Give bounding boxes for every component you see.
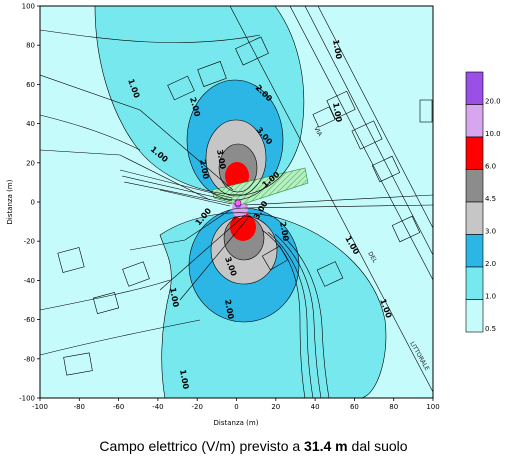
caption-prefix: Campo elettrico (V/m) previsto a <box>99 438 305 454</box>
y-axis-title: Distanza (m) <box>6 179 14 224</box>
x-tick-label: 100 <box>426 403 439 411</box>
contour-label: 2.00 <box>278 221 290 242</box>
building-outlines <box>57 36 433 376</box>
legend-label: 0.5 <box>485 325 496 333</box>
legend-swatch <box>465 104 484 138</box>
legend-label: 6.0 <box>485 163 496 171</box>
legend-label: 10.0 <box>485 130 501 138</box>
y-tick-label: -40 <box>24 277 35 285</box>
contour-label: 1.00 <box>168 287 180 308</box>
y-tick-label: -80 <box>24 355 35 363</box>
iso-lines <box>94 6 387 398</box>
antenna-source-marker <box>234 199 242 207</box>
legend-label: 1.0 <box>485 293 496 301</box>
figure-caption: Campo elettrico (V/m) previsto a 31.4 m … <box>0 438 507 454</box>
contour-label: 1.00 <box>331 39 343 60</box>
legend-swatch <box>465 169 484 203</box>
x-tick-label: 80 <box>389 403 398 411</box>
y-tick-label: -60 <box>24 316 35 324</box>
y-tick-label: -100 <box>19 395 35 403</box>
y-axis-ticks: 100 80 60 40 20 0 -20 -40 -60 -80 -100 <box>19 3 40 403</box>
caption-suffix: dal suolo <box>347 438 408 454</box>
contour-label: 2.00 <box>198 159 210 180</box>
legend-label: 20.0 <box>485 98 501 106</box>
y-tick-label: 40 <box>26 120 35 128</box>
caption-height: 31.4 m <box>304 438 348 454</box>
x-tick-label: -60 <box>113 403 124 411</box>
y-tick-label: 80 <box>26 42 35 50</box>
x-axis-ticks: -100 -80 -60 -40 -20 0 20 40 60 80 100 <box>32 398 440 411</box>
plot-area: 1.00 1.00 1.00 1.00 1.00 1.00 1.00 1.00 … <box>40 6 433 398</box>
legend-swatch <box>465 136 484 170</box>
x-tick-label: -20 <box>191 403 202 411</box>
y-tick-label: 20 <box>26 159 35 167</box>
legend-swatch <box>465 299 484 333</box>
y-tick-label: 60 <box>26 81 35 89</box>
legend-swatch <box>465 201 484 235</box>
x-tick-label: 60 <box>350 403 359 411</box>
x-tick-label: 40 <box>311 403 320 411</box>
x-axis-title: Distanza (m) <box>214 419 259 427</box>
street-label: VIA <box>312 126 323 139</box>
legend-label: 2.0 <box>485 260 496 268</box>
contour-label: 1.00 <box>178 369 190 390</box>
legend-label: 3.0 <box>485 228 496 236</box>
y-tick-label: 100 <box>22 3 35 11</box>
x-tick-label: 20 <box>271 403 280 411</box>
y-tick-label: -20 <box>24 238 35 246</box>
x-tick-label: 0 <box>234 403 238 411</box>
color-legend: 20.0 10.0 6.0 4.5 3.0 2.0 1.0 0.5 <box>465 71 501 333</box>
legend-swatch <box>465 234 484 268</box>
legend-swatch <box>465 71 484 105</box>
x-tick-label: -40 <box>152 403 163 411</box>
x-tick-label: -80 <box>74 403 85 411</box>
contour-label: 1.00 <box>331 102 343 123</box>
legend-label: 4.5 <box>485 195 496 203</box>
contour-label: 2.00 <box>223 299 235 320</box>
map-linework <box>40 6 433 398</box>
contour-label: 3.00 <box>215 149 227 170</box>
y-tick-label: 0 <box>31 199 35 207</box>
x-tick-label: -100 <box>32 403 48 411</box>
legend-swatch <box>465 266 484 300</box>
